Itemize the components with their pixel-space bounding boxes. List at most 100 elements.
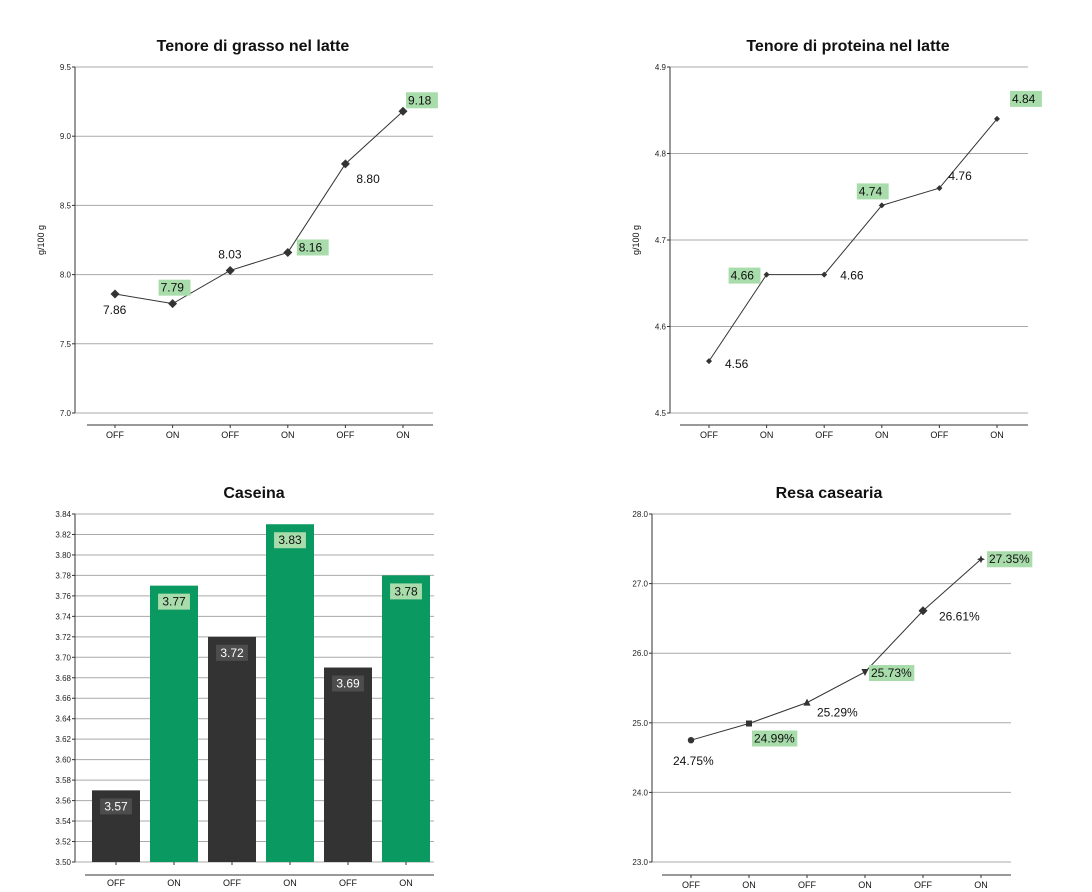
bar-label: 3.57 [104, 799, 128, 813]
data-label: 27.35% [989, 552, 1030, 566]
y-tick-label: 3.84 [55, 510, 71, 519]
fat-content-chart-svg: Tenore di grasso nel latte g/100 g 7.0 7.… [36, 38, 438, 440]
y-tick-label: 3.62 [55, 735, 71, 744]
bar [208, 636, 256, 862]
data-point [340, 159, 350, 169]
x-tick-label: ON [167, 878, 181, 888]
y-tick-label: 7.0 [60, 409, 72, 418]
bar-label: 3.77 [162, 595, 186, 609]
protein-content-chart-svg: Tenore di proteina nel latte g/100 g 4.5… [631, 38, 1042, 440]
series-line [708, 118, 998, 362]
fat-content-chart: Tenore di grasso nel latte g/100 g 7.0 7.… [0, 0, 546, 446]
y-tick-label: 3.70 [55, 653, 71, 662]
x-tick-label: ON [283, 878, 297, 888]
y-tick-label: 3.66 [55, 694, 71, 703]
bar [266, 524, 314, 862]
y-tick-label: 3.78 [55, 571, 71, 580]
data-label: 4.66 [731, 269, 755, 283]
data-point [687, 737, 695, 744]
y-axis-label: g/100 g [36, 225, 46, 255]
x-tick-label: ON [974, 880, 988, 890]
data-label-highlight [869, 664, 915, 681]
data-label-highlight [158, 279, 191, 296]
y-tick-label: 9.0 [60, 132, 72, 141]
y-tick-label: 3.50 [55, 858, 71, 867]
y-tick-label: 24.0 [632, 788, 648, 797]
data-point [803, 698, 811, 706]
bar-label: 3.72 [220, 646, 244, 660]
data-point [763, 271, 770, 278]
y-tick-label: 7.5 [60, 340, 72, 349]
x-tick-label: OFF [914, 880, 932, 890]
data-label: 25.73% [871, 666, 912, 680]
y-tick-label: 4.5 [655, 409, 667, 418]
protein-content-chart: Tenore di proteina nel latte g/100 g 4.5… [546, 0, 1092, 446]
x-tick-label: OFF [107, 878, 125, 888]
chart-title: Resa casearia [776, 485, 883, 502]
series-line [114, 110, 404, 305]
bar-label-background [100, 798, 132, 815]
y-tick-label: 28.0 [632, 510, 648, 519]
x-tick-label: OFF [815, 430, 833, 440]
bar-label: 3.83 [278, 533, 302, 547]
cheese-yield-chart: Resa casearia 23.0 24.0 25.0 26.0 27.0 28.0 OF… [546, 446, 1092, 892]
x-tick-label: OFF [700, 430, 718, 440]
data-label: 8.03 [218, 247, 242, 261]
y-tick-label: 3.68 [55, 674, 71, 683]
bar [150, 585, 198, 862]
data-point [936, 185, 943, 192]
y-tick-label: 23.0 [632, 858, 648, 867]
x-tick-label: ON [281, 430, 295, 440]
data-label: 25.29% [817, 706, 858, 720]
y-tick-label: 3.64 [55, 715, 71, 724]
x-tick-label: ON [742, 880, 756, 890]
data-label-highlight [987, 551, 1033, 568]
x-tick-label: ON [990, 430, 1004, 440]
data-point [168, 299, 178, 309]
x-tick-label: OFF [223, 878, 241, 888]
y-tick-label: 3.82 [55, 530, 71, 539]
data-label: 7.86 [103, 303, 127, 317]
data-point [283, 247, 293, 257]
y-tick-label: 8.5 [60, 201, 72, 210]
bar-label-background [274, 532, 306, 549]
data-point [918, 606, 928, 616]
y-tick-label: 3.76 [55, 592, 71, 601]
chart-title: Tenore di proteina nel latte [746, 38, 949, 55]
chart-title: Caseina [223, 485, 284, 502]
y-tick-label: 4.6 [655, 323, 667, 332]
data-point [706, 358, 712, 365]
casein-chart: Caseina 3.50 3.52 3.54 3.56 3.58 3.60 3.62 3.64… [0, 446, 546, 892]
bar-label-background [216, 644, 248, 661]
y-tick-label: 4.7 [655, 236, 667, 245]
y-tick-label: 4.9 [655, 63, 667, 72]
data-point [225, 265, 235, 275]
data-label: 4.66 [840, 269, 864, 283]
data-label: 8.16 [299, 240, 323, 254]
data-label-highlight [752, 730, 798, 747]
bar-label-background [390, 583, 422, 600]
cheese-yield-chart-svg: Resa casearia 23.0 24.0 25.0 26.0 27.0 28.0 OF… [632, 485, 1033, 890]
data-label-highlight [406, 92, 438, 109]
x-tick-label: OFF [221, 430, 239, 440]
data-point [746, 720, 752, 727]
y-tick-label: 8.0 [60, 271, 72, 280]
y-tick-label: 27.0 [632, 580, 648, 589]
chart-title: Tenore di grasso nel latte [157, 38, 350, 55]
data-label: 7.79 [161, 281, 185, 295]
x-tick-label: OFF [930, 430, 948, 440]
data-point [994, 115, 1000, 122]
y-axis-label: g/100 g [631, 225, 641, 255]
x-tick-label: ON [396, 430, 410, 440]
x-tick-label: OFF [798, 880, 816, 890]
data-label-highlight [728, 267, 761, 284]
y-tick-label: 3.72 [55, 633, 71, 642]
data-label: 9.18 [408, 93, 432, 107]
y-tick-label: 3.58 [55, 776, 71, 785]
x-tick-label: ON [760, 430, 774, 440]
x-tick-label: OFF [339, 878, 357, 888]
y-tick-label: 3.60 [55, 756, 71, 765]
data-label: 24.99% [754, 731, 795, 745]
x-tick-label: ON [399, 878, 413, 888]
y-tick-label: 3.52 [55, 838, 71, 847]
